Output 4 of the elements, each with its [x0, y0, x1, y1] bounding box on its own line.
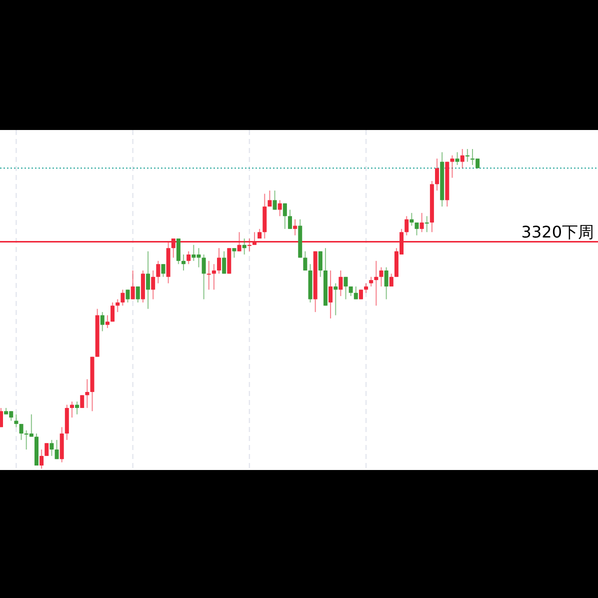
- candlestick: [44, 442, 49, 456]
- candlestick: [80, 394, 84, 408]
- ref-line-label: 3320下周: [521, 222, 594, 242]
- candlestick: [358, 289, 363, 300]
